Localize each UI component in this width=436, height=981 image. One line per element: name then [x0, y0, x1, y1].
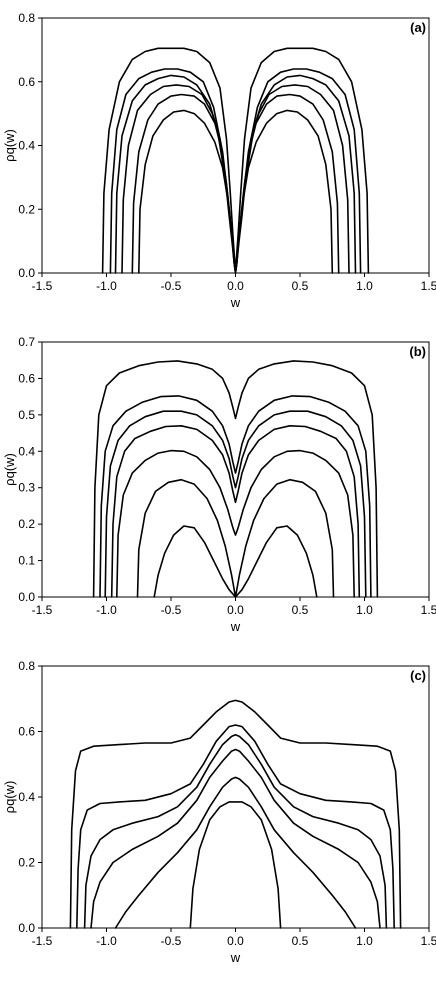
series-line-1: [69, 699, 402, 929]
x-axis-label: w: [230, 295, 241, 310]
x-tick-label: -1.0: [96, 934, 117, 948]
x-tick-label: 0.0: [227, 279, 244, 293]
chart-panel-b: -1.5 -1.0 -0.5 0.0 0.5 1.0 1.5 0.0 0.1 0.2 0.3 0.4 0…: [2, 335, 436, 634]
series-line-4: [121, 84, 350, 274]
y-axis-label: ρq(w): [2, 129, 17, 162]
plot-frame: [41, 17, 430, 274]
x-tick-label: 0.0: [227, 934, 244, 948]
x-tick-label: -0.5: [161, 934, 182, 948]
series-line-6: [136, 478, 335, 598]
series-line-5: [114, 776, 357, 929]
y-tick-label: 0.8: [18, 659, 35, 673]
x-tick-label: -1.5: [32, 603, 53, 617]
panel-label: (a): [410, 20, 426, 35]
chart-panel-a: -1.5 -1.0 -0.5 0.0 0.5 1.0 1.5 0.0 0.2 0.4 0.6 0.8 w…: [2, 11, 436, 310]
x-tick-label: 0.5: [292, 603, 309, 617]
panel-label: (c): [410, 668, 426, 683]
series-line-2: [109, 68, 362, 274]
x-tick-label: 1.5: [421, 603, 436, 617]
x-axis-label: w: [230, 619, 241, 634]
x-tick-label: 1.0: [356, 603, 373, 617]
x-tick-label: -0.5: [161, 279, 182, 293]
x-tick-label: -1.0: [96, 603, 117, 617]
y-tick-label: 0.4: [18, 444, 35, 458]
y-tick-label: 0.2: [18, 517, 35, 531]
y-tick-label: 0.0: [18, 590, 35, 604]
x-tick-label: 0.5: [292, 934, 309, 948]
series-line-2: [99, 395, 372, 598]
series-line-8: [234, 525, 318, 598]
y-tick-label: 0.4: [18, 790, 35, 804]
y-tick-label: 0.6: [18, 75, 35, 89]
x-tick-label: 1.5: [421, 279, 436, 293]
series-line-4: [90, 748, 381, 929]
chart-panel-c: -1.5 -1.0 -0.5 0.0 0.5 1.0 1.5 0.0 0.2 0.4 0.6 0.8 w…: [2, 659, 436, 965]
x-tick-label: -1.5: [32, 279, 53, 293]
y-axis-label: ρq(w): [2, 453, 17, 486]
series-line-6: [138, 109, 334, 274]
y-tick-label: 0.2: [18, 202, 35, 216]
x-tick-label: -1.5: [32, 934, 53, 948]
y-tick-label: 0.5: [18, 408, 35, 422]
y-tick-label: 0.0: [18, 921, 35, 935]
series-line-2: [76, 724, 396, 929]
plot-frame: [41, 665, 430, 929]
x-tick-label: -1.0: [96, 279, 117, 293]
y-tick-label: 0.8: [18, 11, 35, 25]
x-tick-label: -0.5: [161, 603, 182, 617]
y-tick-label: 0.0: [18, 266, 35, 280]
series-line-5: [116, 449, 356, 598]
y-tick-label: 0.3: [18, 481, 35, 495]
x-axis-label: w: [230, 950, 241, 965]
series-line-3: [83, 733, 388, 929]
y-tick-label: 0.7: [18, 335, 35, 349]
x-tick-label: 0.5: [292, 279, 309, 293]
series-line-7: [153, 525, 237, 598]
series-line-3: [114, 74, 357, 274]
panel-label: (b): [409, 344, 426, 359]
y-tick-label: 0.6: [18, 725, 35, 739]
y-tick-label: 0.4: [18, 139, 35, 153]
x-tick-label: 1.5: [421, 934, 436, 948]
y-tick-label: 0.2: [18, 856, 35, 870]
series-line-4: [110, 424, 361, 598]
series-line-6: [189, 801, 282, 929]
y-tick-label: 0.6: [18, 371, 35, 385]
y-tick-label: 0.1: [18, 554, 35, 568]
series-line-1: [101, 47, 370, 274]
y-axis-label: ρq(w): [2, 781, 17, 814]
series-line-3: [104, 410, 367, 598]
x-tick-label: 0.0: [227, 603, 244, 617]
x-tick-label: 1.0: [356, 279, 373, 293]
series-line-1: [92, 360, 379, 598]
x-tick-label: 1.0: [356, 934, 373, 948]
